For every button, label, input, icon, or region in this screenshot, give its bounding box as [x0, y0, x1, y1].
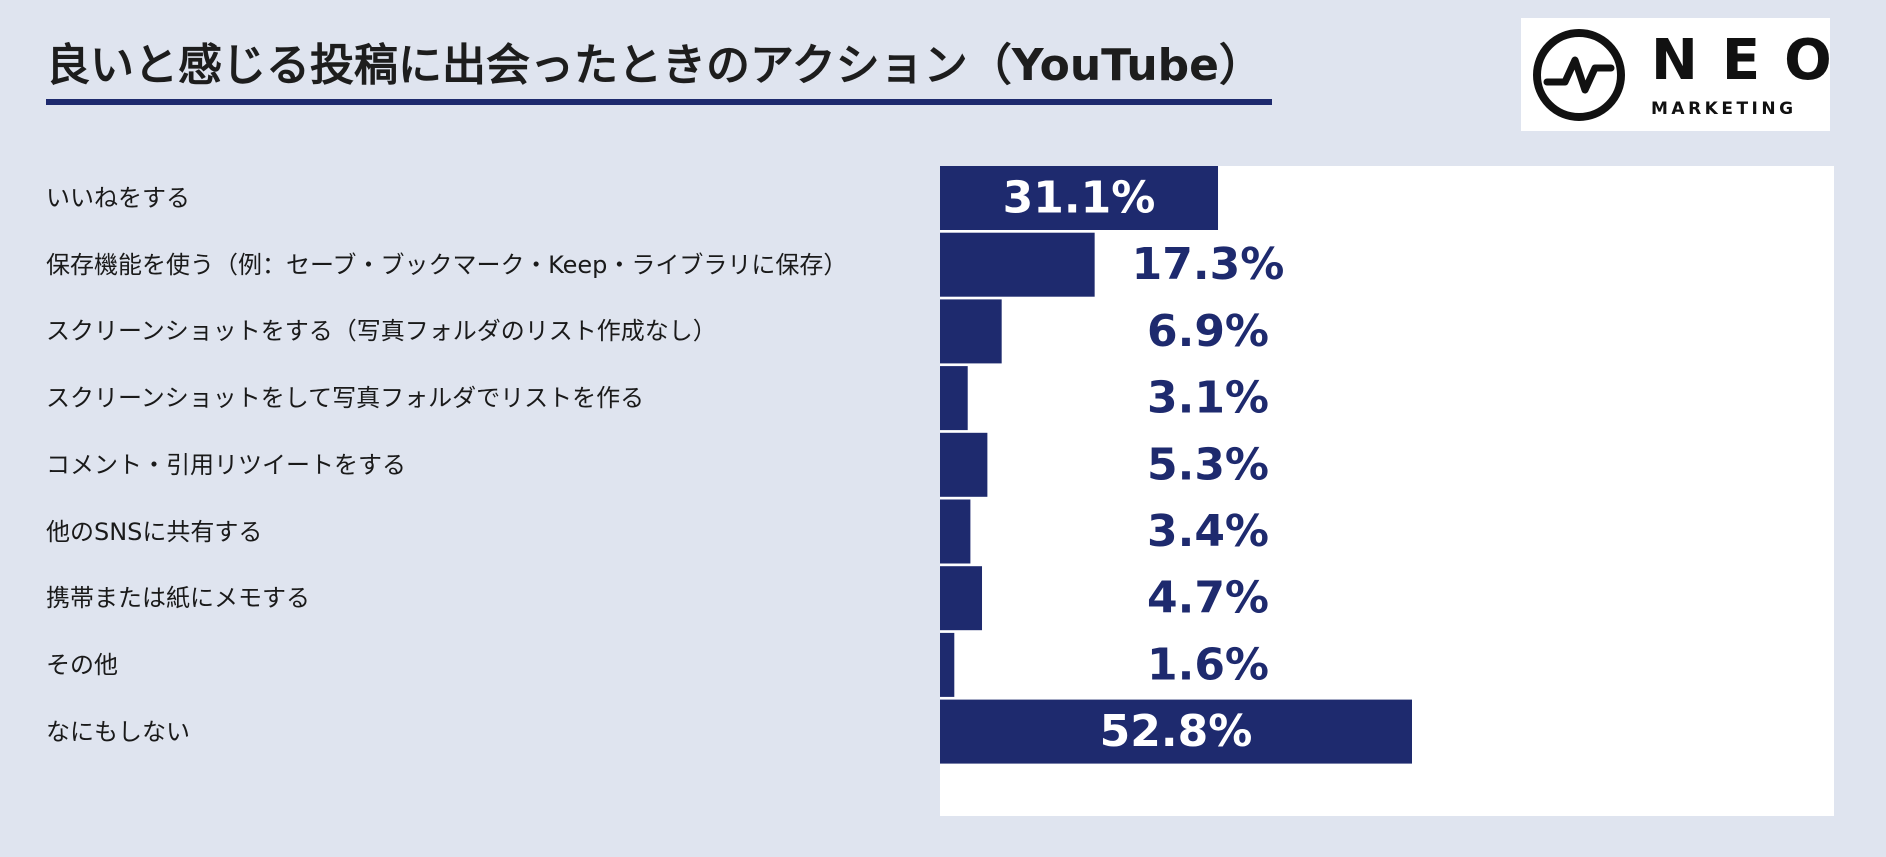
bar-4 [940, 366, 968, 431]
category-label-7: 携帯または紙にメモする [46, 584, 310, 613]
neo-logo-mark-icon [1533, 29, 1625, 121]
bar-value-label-3: 6.9% [1147, 306, 1269, 357]
bar-5 [940, 432, 988, 497]
category-label-8: その他 [46, 650, 118, 679]
bar-value-label-4: 3.1% [1147, 373, 1269, 424]
category-label-9: なにもしない [46, 717, 190, 746]
category-label-3: スクリーンショットをする（写真フォルダのリスト作成なし） [46, 317, 717, 346]
bar-2 [940, 232, 1095, 297]
bar-chart-plot-area: 31.1% 17.3% 6.9% 3.1% 5.3% 3.4% 4.7% 1.6% 52.8% [940, 166, 1834, 816]
bar-value-label-2: 17.3% [1132, 239, 1285, 290]
bar-7 [940, 566, 983, 631]
neo-marketing-logo: NEO MARKETING [1521, 18, 1832, 131]
logo-wordmark: NEO [1651, 28, 1856, 93]
title-underline [46, 99, 1272, 105]
bar-value-label-8: 1.6% [1147, 639, 1269, 690]
bar-1 [940, 166, 1219, 230]
bar-value-label-6: 3.4% [1147, 506, 1269, 557]
bar-value-label-5: 5.3% [1147, 439, 1269, 490]
bar-6 [940, 499, 971, 564]
category-label-5: コメント・引用リツイートをする [46, 450, 406, 479]
page-title: 良いと感じる投稿に出会ったときのアクション（YouTube） [46, 40, 1264, 91]
bar-chart: 31.1% 17.3% 6.9% 3.1% 5.3% 3.4% 4.7% 1.6% 52.8% [940, 166, 1412, 764]
category-label-2: 保存機能を使う（例：セーブ・ブックマーク・Keep・ライブラリに保存） [46, 250, 848, 279]
bar-3 [940, 299, 1002, 364]
category-label-1: いいねをする [46, 184, 190, 212]
category-label-6: 他のSNSに共有する [46, 517, 263, 546]
bar-value-label-9: 52.8% [1100, 706, 1253, 757]
bar-8 [940, 632, 955, 697]
bar-value-label-7: 4.7% [1147, 573, 1269, 624]
bar-9 [940, 699, 1412, 764]
bar-value-label-1: 31.1% [1003, 173, 1156, 224]
category-label-4: スクリーンショットをして写真フォルダでリストを作る [46, 384, 645, 413]
logo-subtitle: MARKETING [1651, 99, 1797, 119]
